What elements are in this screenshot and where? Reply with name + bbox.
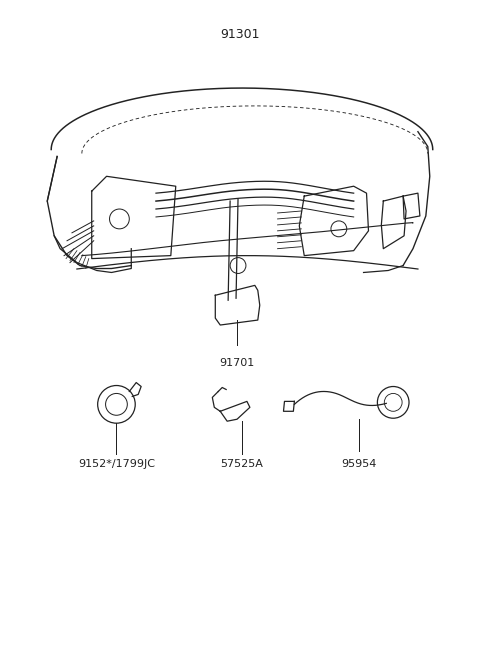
Text: 91701: 91701	[219, 358, 255, 368]
Text: 57525A: 57525A	[220, 459, 264, 469]
Text: 91301: 91301	[220, 28, 260, 41]
Text: 9152*/1799JC: 9152*/1799JC	[78, 459, 155, 469]
Text: 95954: 95954	[341, 459, 376, 469]
